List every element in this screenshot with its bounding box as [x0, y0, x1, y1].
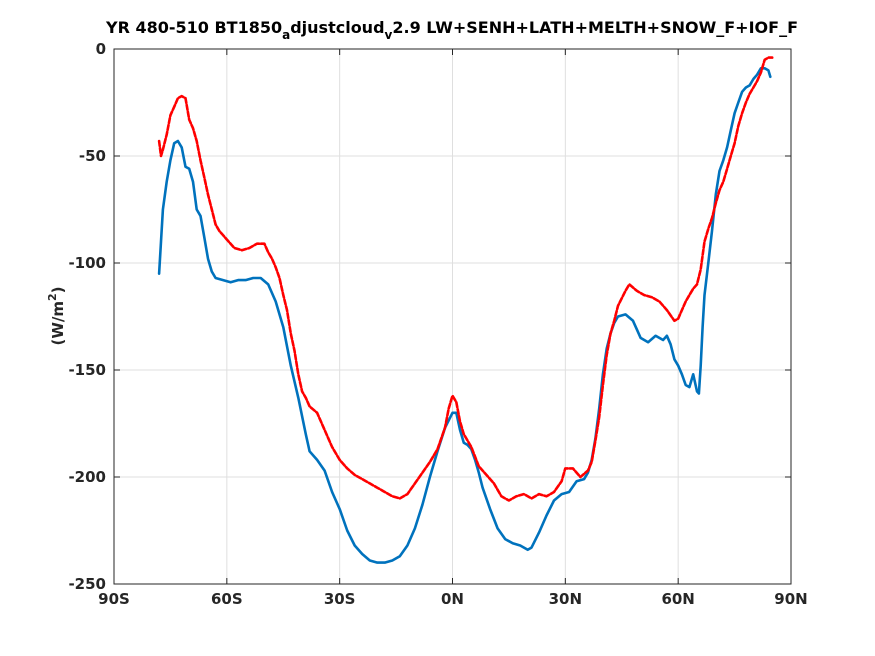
- series-line-1-solid: [157, 67, 772, 564]
- chart-title-subscript-2: v: [385, 28, 393, 42]
- y-axis-label-superscript: 2: [46, 293, 59, 301]
- y-axis-label-part-2: ): [49, 286, 67, 293]
- chart-title: YR 480-510 BT1850adjustcloudv2.9 LW+SENH…: [105, 18, 798, 42]
- chart-title-part-3: 2.9 LW+SENH+LATH+MELTH+SNOW_F+IOF_F: [392, 18, 798, 37]
- y-tick-label: 0: [96, 40, 106, 58]
- x-tick-label: 60N: [661, 590, 694, 608]
- x-tick-label: 90N: [774, 590, 807, 608]
- series-line-2-dashed: [157, 56, 774, 502]
- y-tick-label: -50: [79, 147, 106, 165]
- y-axis-label: (W/m2): [46, 286, 67, 345]
- x-tick-label: 30N: [549, 590, 582, 608]
- x-tick-label: 90S: [98, 590, 130, 608]
- y-tick-label: -100: [68, 254, 106, 272]
- chart-title-part-2: djustcloud: [290, 18, 384, 37]
- x-tick-label: 0N: [441, 590, 464, 608]
- y-tick-label: -200: [68, 468, 106, 486]
- data-series: [157, 56, 774, 564]
- x-tick-label: 30S: [324, 590, 356, 608]
- x-tick-label: 60S: [211, 590, 243, 608]
- y-tick-label: -150: [68, 361, 106, 379]
- y-tick-label: -250: [68, 575, 106, 593]
- y-tick-labels: 0 -50 -100 -150 -200 -250: [68, 40, 106, 593]
- x-tick-labels: 90S 60S 30S 0N 30N 60N 90N: [98, 590, 808, 608]
- chart-title-subscript-1: a: [282, 28, 290, 42]
- y-axis-label-part-1: (W/m: [49, 301, 67, 346]
- chart-title-part-1: YR 480-510 BT1850: [105, 18, 282, 37]
- axis-ticks: [113, 48, 792, 585]
